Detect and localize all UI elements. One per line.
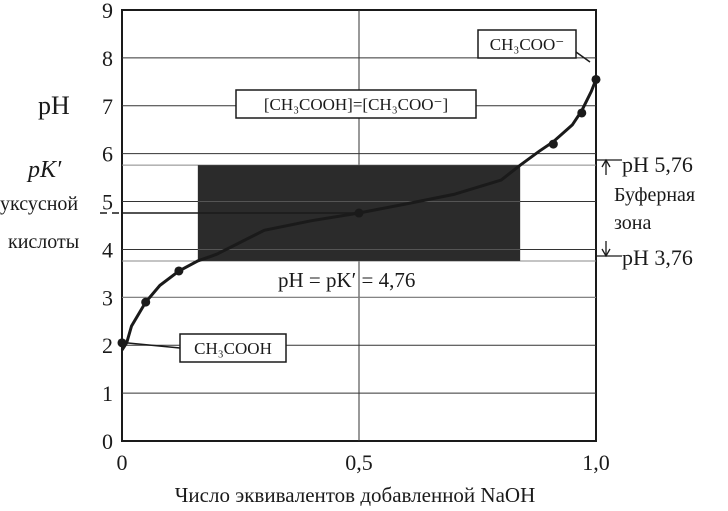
x-tick-label: 0 bbox=[117, 450, 128, 475]
buffer-label-2: зона bbox=[614, 212, 651, 234]
y-tick-label: 2 bbox=[102, 333, 113, 358]
y-axis-label: pH bbox=[38, 91, 70, 120]
y-tick-label: 4 bbox=[102, 237, 113, 262]
y-tick-label: 1 bbox=[102, 381, 113, 406]
acetate-box bbox=[477, 29, 577, 59]
curve-marker bbox=[591, 74, 601, 84]
x-tick-labels: 0 0,5 1,0 bbox=[117, 450, 610, 475]
x-tick-label: 0,5 bbox=[345, 450, 373, 475]
pk-label: pK′ bbox=[26, 157, 62, 183]
equality-box-text: [CH₃COOH]=[CH₃COO⁻] bbox=[264, 95, 448, 114]
buffer-label-1: Буферная bbox=[614, 184, 695, 206]
y-tick-label: 5 bbox=[102, 190, 113, 215]
y-tick-labels: 0 1 2 3 4 5 6 7 8 9 bbox=[102, 0, 113, 454]
curve-marker bbox=[548, 139, 558, 149]
curve-markers bbox=[117, 74, 601, 348]
curve-marker bbox=[117, 338, 127, 348]
pk-equation-label: pH = pK′ = 4,76 bbox=[278, 268, 415, 292]
grid-lines-over-buffer bbox=[197, 201, 521, 250]
acid-pointer bbox=[127, 342, 181, 349]
pk-sub-label-2: кислоты bbox=[8, 231, 79, 253]
acetate-pointer bbox=[575, 51, 591, 63]
pk-sub-label-1: уксусной bbox=[0, 193, 78, 215]
x-axis-label: Число эквивалентов добавленной NaOH bbox=[174, 483, 536, 507]
curve-marker bbox=[577, 108, 587, 118]
y-tick-label: 8 bbox=[102, 46, 113, 71]
ph-high-label: pH 5,76 bbox=[622, 152, 693, 177]
ph-low-label: pH 3,76 bbox=[622, 245, 693, 270]
y-tick-label: 0 bbox=[102, 429, 113, 454]
acetate-box-text: CH₃COO⁻ bbox=[490, 35, 564, 54]
y-tick-label: 9 bbox=[102, 0, 113, 23]
curve-marker bbox=[174, 266, 184, 276]
curve-marker bbox=[354, 208, 364, 218]
buffer-arrows bbox=[597, 158, 622, 258]
y-tick-label: 7 bbox=[102, 94, 113, 119]
x-tick-label: 1,0 bbox=[582, 450, 610, 475]
curve-marker bbox=[141, 297, 151, 307]
equality-box bbox=[235, 89, 477, 119]
acid-box-text: CH₃COOH bbox=[194, 339, 272, 358]
y-tick-label: 6 bbox=[102, 142, 113, 167]
y-tick-label: 3 bbox=[102, 285, 113, 310]
